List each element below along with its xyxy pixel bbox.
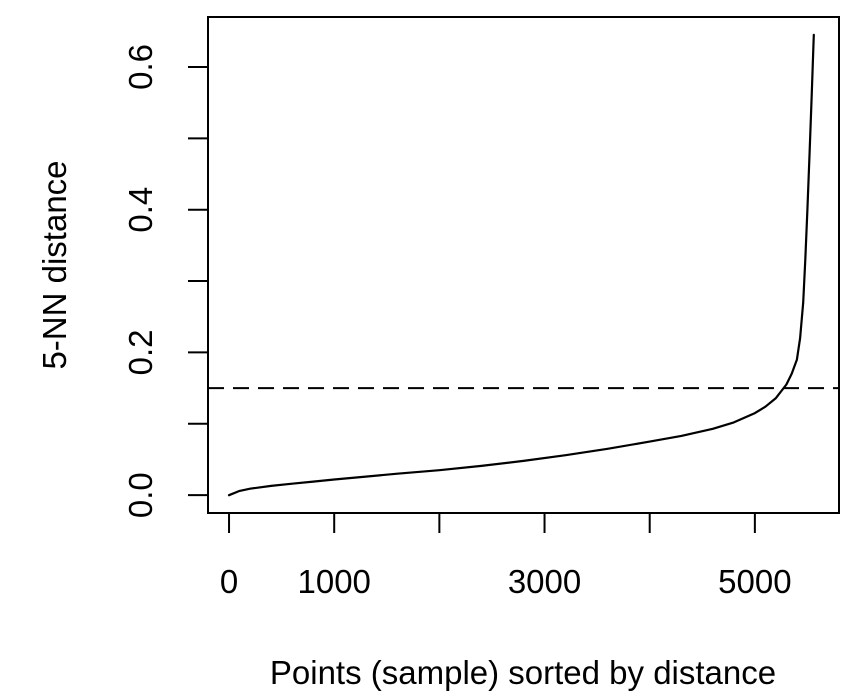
series-group <box>227 33 815 497</box>
y-tick-label: 0.4 <box>122 187 159 233</box>
y-tick-label: 0.0 <box>122 472 159 518</box>
distance-curve-line <box>227 33 815 497</box>
x-tick-label: 3000 <box>508 563 581 600</box>
y-tick-label: 0.2 <box>122 329 159 375</box>
x-axis: 0 1000 3000 5000 <box>220 512 792 600</box>
x-tick-label: 1000 <box>297 563 370 600</box>
x-tick-label: 5000 <box>718 563 791 600</box>
y-tick-label: 0.6 <box>122 44 159 90</box>
x-axis-title: Points (sample) sorted by distance <box>270 654 776 691</box>
plot-frame <box>207 16 840 514</box>
y-axis-title: 5-NN distance <box>36 160 73 369</box>
y-axis: 0.0 0.2 0.4 0.6 <box>122 44 209 518</box>
x-tick-label: 0 <box>220 563 238 600</box>
